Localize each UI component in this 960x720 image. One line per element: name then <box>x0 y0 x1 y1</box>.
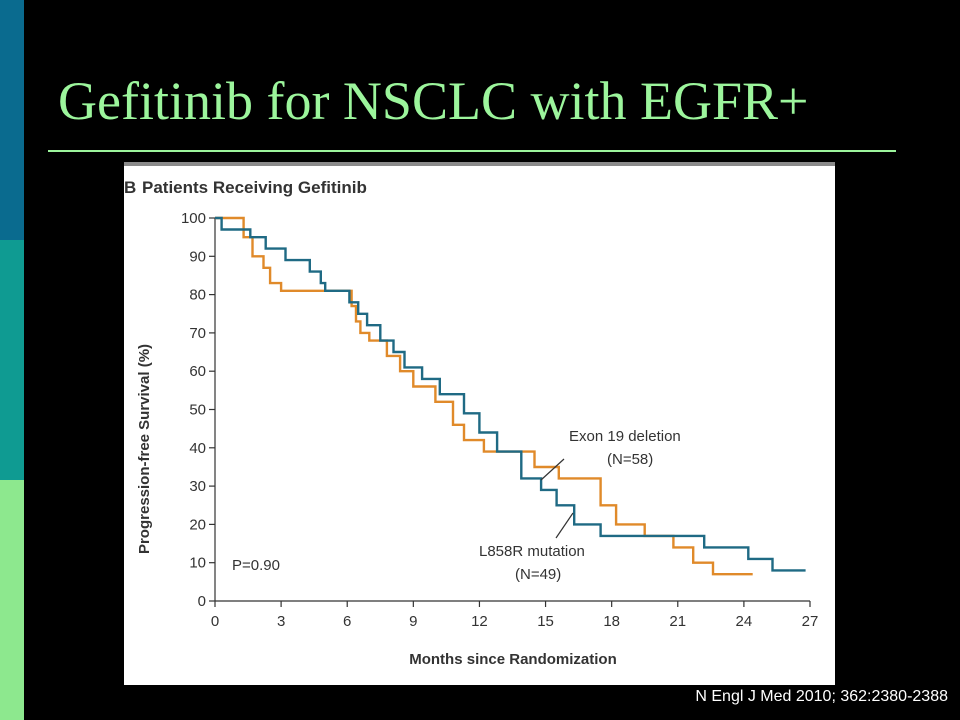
l858r-callout-line <box>555 512 574 539</box>
p-value-label: P=0.90 <box>232 557 280 574</box>
y-tick-label: 50 <box>189 402 206 419</box>
chart-title: Patients Receiving Gefitinib <box>142 178 367 197</box>
y-tick-label: 70 <box>189 325 206 342</box>
y-tick-label: 20 <box>189 516 206 533</box>
figure-panel: B Patients Receiving Gefitinib Progressi… <box>124 162 835 685</box>
x-tick-label: 9 <box>409 613 417 630</box>
x-tick-label: 21 <box>669 613 686 630</box>
y-tick-label: 30 <box>189 478 206 495</box>
x-tick-label: 18 <box>603 613 620 630</box>
x-axis-title: Months since Randomization <box>409 651 617 668</box>
l858r-n-label: (N=49) <box>515 566 561 583</box>
exon19-label: Exon 19 deletion <box>569 428 681 445</box>
y-tick-label: 80 <box>189 287 206 304</box>
accent-bar-bottom <box>0 480 24 720</box>
y-tick-label: 60 <box>189 363 206 380</box>
slide-title: Gefitinib for NSCLC with EGFR+ <box>58 71 809 131</box>
l858r-label: L858R mutation <box>479 543 585 560</box>
x-tick-label: 3 <box>277 613 285 630</box>
axes: 0 3 6 9 12 15 18 21 24 27 0 10 20 30 40 50 60 70 80 90 100 <box>181 210 818 630</box>
x-tick-label: 0 <box>211 613 219 630</box>
y-tick-label: 10 <box>189 555 206 572</box>
km-chart: B Patients Receiving Gefitinib Progressi… <box>124 162 835 668</box>
y-tick-label: 40 <box>189 440 206 457</box>
y-tick-label: 100 <box>181 210 206 227</box>
x-tick-label: 27 <box>802 613 819 630</box>
exon19-callout-line <box>540 458 565 481</box>
series-lines <box>215 216 806 576</box>
y-tick-label: 90 <box>189 248 206 265</box>
x-tick-label: 24 <box>736 613 753 630</box>
accent-bar-middle <box>0 240 24 480</box>
l858r-mutation-line <box>215 216 806 572</box>
x-tick-label: 12 <box>471 613 488 630</box>
exon19-n-label: (N=58) <box>607 451 653 468</box>
figure-top-border <box>124 162 835 166</box>
accent-bar-top <box>0 0 24 240</box>
y-axis-title: Progression-free Survival (%) <box>136 344 153 554</box>
title-divider <box>48 150 896 152</box>
exon19-deletion-line <box>215 216 753 576</box>
y-tick-label: 0 <box>198 593 206 610</box>
panel-letter: B <box>124 178 136 197</box>
x-tick-label: 6 <box>343 613 351 630</box>
citation: N Engl J Med 2010; 362:2380-2388 <box>695 688 948 705</box>
x-tick-label: 15 <box>537 613 554 630</box>
